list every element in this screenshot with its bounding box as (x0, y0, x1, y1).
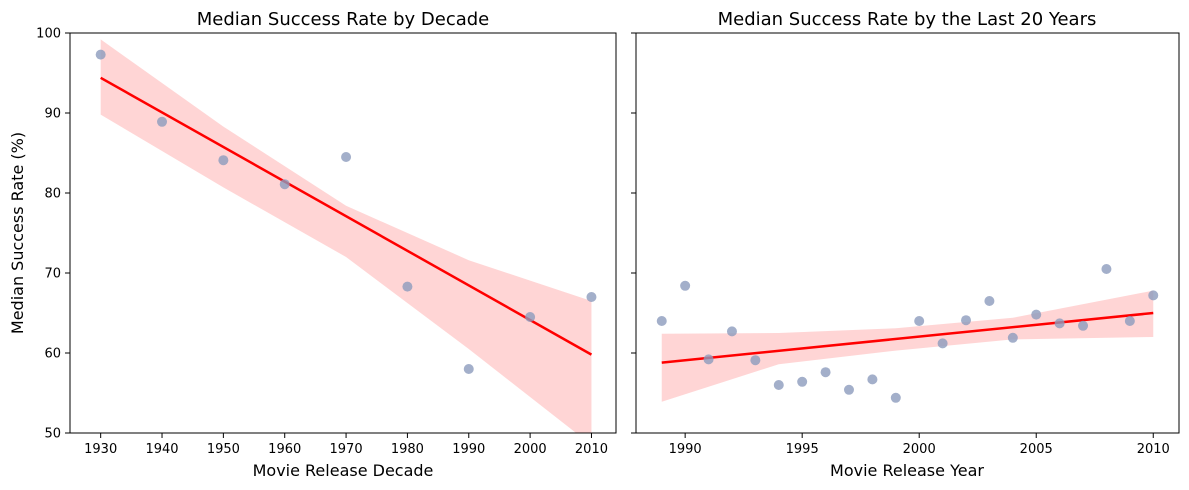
right-data-point (1078, 320, 1089, 331)
left-confidence-band (100, 39, 592, 433)
left-y-tick-label: 70 (44, 267, 61, 282)
right-x-axis-label: Movie Release Year (830, 461, 984, 480)
right-data-point (1101, 264, 1112, 274)
right-data-point (961, 315, 972, 326)
left-points-layer (95, 49, 597, 374)
right-chart-panel: Median Success Rate by the Last 20 Years… (631, 9, 1180, 480)
left-regression-line (100, 76, 593, 356)
right-data-point (937, 338, 948, 349)
right-data-point (914, 316, 925, 326)
right-x-tick-label: 1990 (669, 442, 702, 457)
right-data-point (656, 316, 667, 326)
right-confidence-band-layer (661, 290, 1154, 402)
right-data-point (820, 367, 831, 378)
left-y-tick-label: 60 (44, 347, 61, 362)
right-x-tick-label: 1995 (786, 442, 819, 457)
right-chart-title: Median Success Rate by the Last 20 Years (718, 9, 1097, 30)
left-y-tick-label: 80 (44, 187, 61, 202)
right-data-point (1148, 290, 1159, 301)
right-data-point (703, 354, 714, 365)
left-x-tick-label: 1990 (452, 442, 485, 457)
left-regression-line-layer (100, 76, 593, 356)
right-data-point (773, 380, 784, 390)
left-y-tick-label: 90 (44, 107, 61, 122)
right-data-point (797, 376, 808, 387)
right-data-point (1007, 332, 1018, 343)
right-confidence-band (661, 290, 1154, 402)
left-chart-panel: Median Success Rate by Decade Movie Rele… (8, 9, 617, 480)
left-x-tick-label: 1970 (330, 442, 363, 457)
right-x-tick-label: 2000 (903, 442, 936, 457)
y-axis-label: Median Success Rate (%) (8, 132, 27, 334)
right-data-point (843, 384, 854, 395)
right-data-point (890, 392, 901, 403)
left-y-tick-label: 100 (36, 27, 61, 42)
right-data-point (726, 326, 737, 337)
left-chart-title: Median Success Rate by Decade (197, 9, 490, 30)
left-data-point (402, 281, 413, 292)
right-data-point (867, 374, 878, 385)
left-data-point (463, 364, 474, 374)
left-x-tick-label: 1950 (207, 442, 240, 457)
left-confidence-band-layer (100, 39, 592, 433)
right-data-point (1031, 309, 1042, 320)
right-points-layer (656, 264, 1159, 403)
left-data-point (279, 179, 290, 190)
right-y-ticks (631, 32, 636, 434)
left-axes-frame (69, 32, 617, 434)
right-x-tick-label: 2010 (1137, 442, 1170, 457)
left-data-point (157, 116, 168, 127)
left-y-tick-label: 50 (44, 427, 61, 442)
right-x-tick-label: 2005 (1020, 442, 1053, 457)
left-data-point (586, 292, 597, 302)
left-x-tick-label: 1940 (145, 442, 178, 457)
left-data-point (525, 312, 536, 322)
right-axes-frame (635, 32, 1180, 434)
left-x-tick-label: 1930 (84, 442, 117, 457)
left-x-tick-label: 1960 (268, 442, 301, 457)
left-x-tick-label: 2010 (575, 442, 608, 457)
right-x-ticks: 1990 1995 2000 2005 2010 (669, 433, 1170, 457)
right-data-point (1054, 318, 1065, 329)
left-data-point (341, 152, 352, 162)
right-data-point (680, 280, 691, 291)
right-regression-line (661, 311, 1154, 364)
right-data-point (984, 296, 995, 306)
right-regression-line-layer (661, 311, 1154, 364)
right-data-point (750, 355, 761, 366)
left-y-ticks: 50 60 70 80 90 100 (36, 27, 70, 442)
left-x-axis-label: Movie Release Decade (253, 461, 434, 480)
left-x-tick-label: 2000 (514, 442, 547, 457)
left-data-point (218, 155, 229, 166)
left-x-ticks: 1930 1940 1950 1960 1970 1980 1990 2000 2010 (84, 433, 608, 457)
left-data-point (95, 49, 106, 60)
left-x-tick-label: 1980 (391, 442, 424, 457)
right-data-point (1124, 316, 1135, 326)
